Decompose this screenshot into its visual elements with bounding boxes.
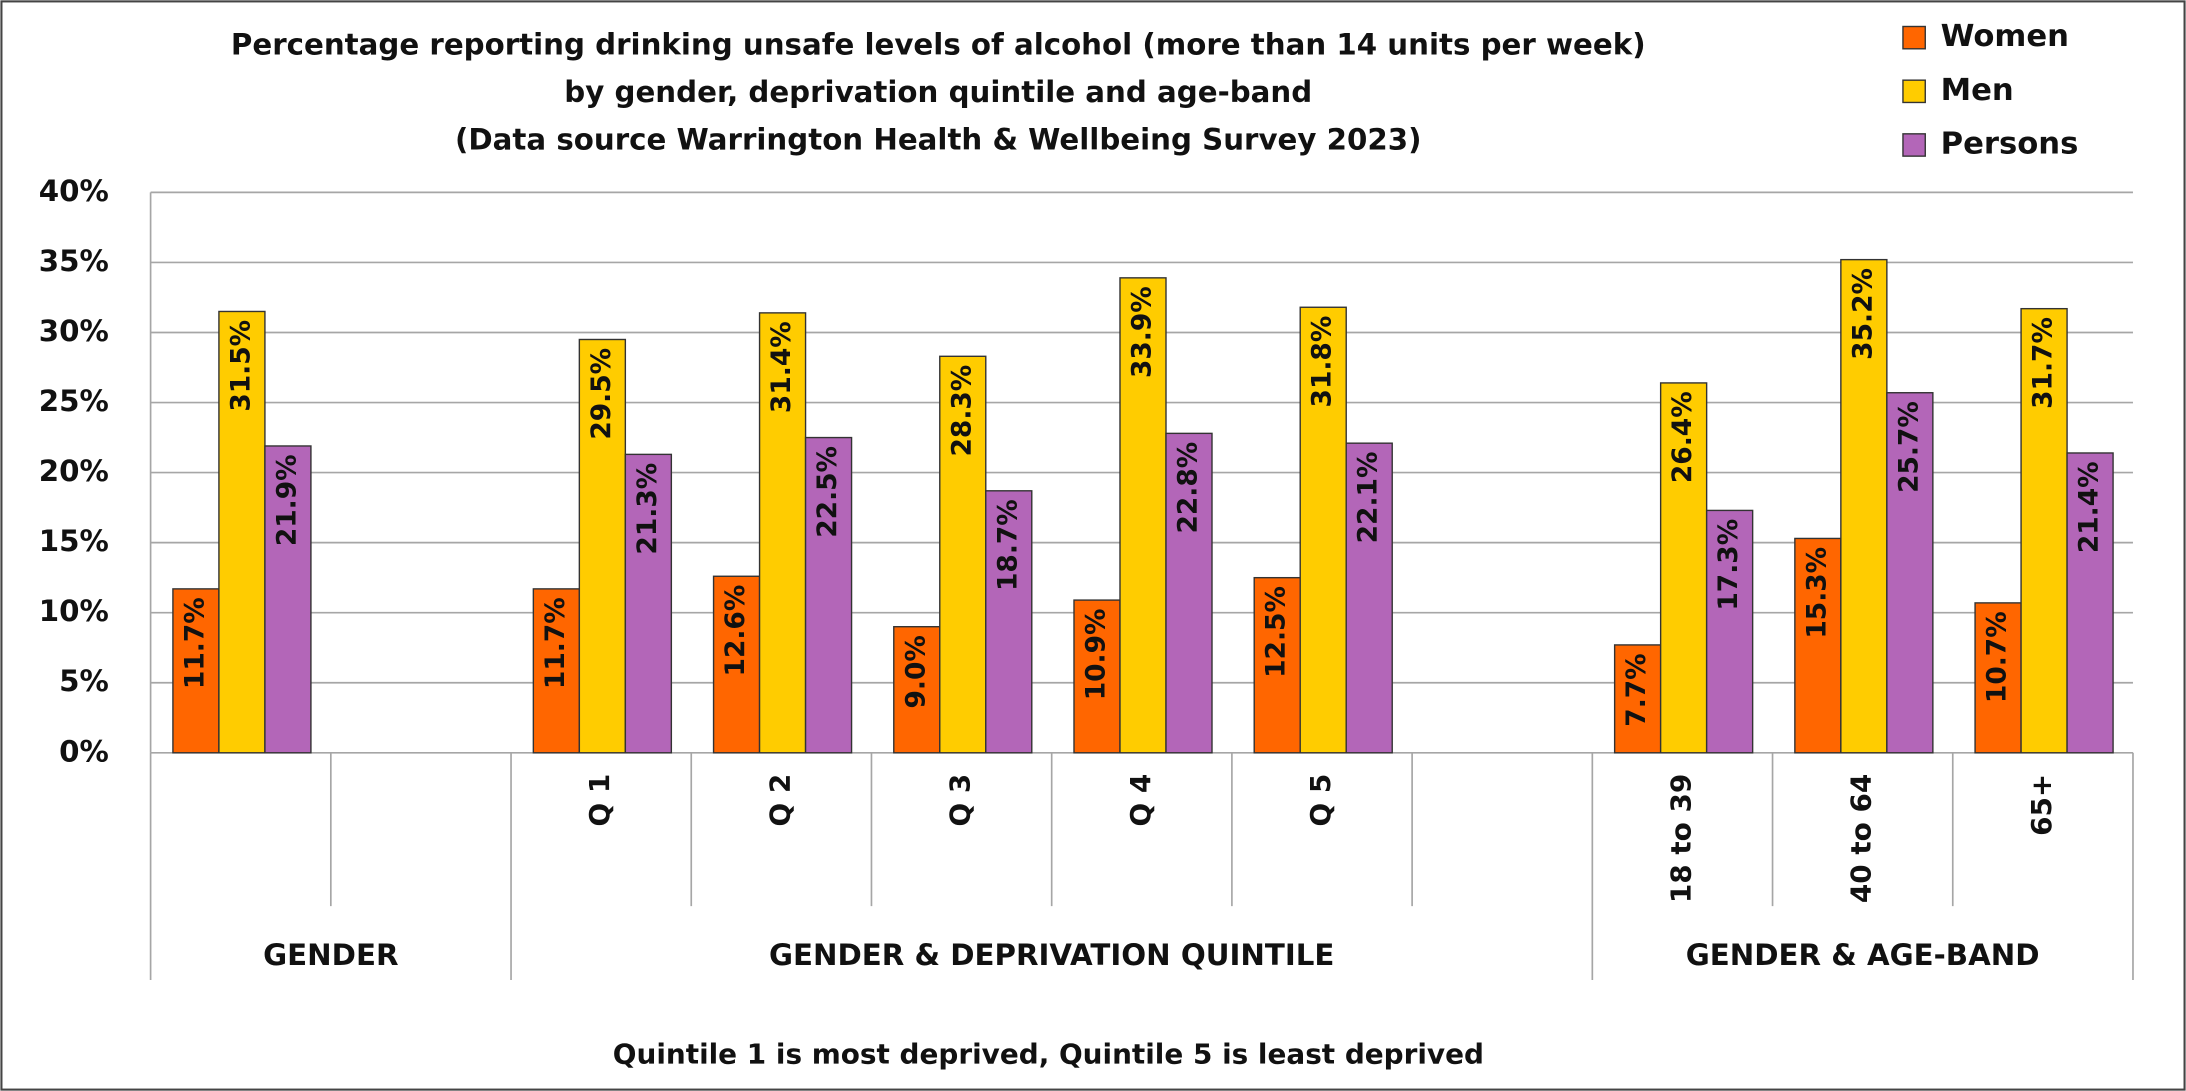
bar: [1073, 599, 1121, 754]
group-label: GENDER & AGE-BAND: [1686, 938, 2040, 972]
x-tick-label: Q 1: [583, 774, 616, 827]
data-label: 22.5%: [812, 446, 843, 538]
y-tick-label: 35%: [39, 244, 109, 278]
x-tick-label: Q 4: [1124, 774, 1157, 827]
data-label: 7.7%: [1621, 653, 1652, 726]
data-label: 9.0%: [900, 635, 931, 708]
legend-label: Persons: [1941, 126, 2079, 161]
data-label: 18.7%: [992, 499, 1023, 591]
data-label: 11.7%: [540, 597, 571, 689]
bar: [1299, 306, 1347, 754]
bar: [1840, 258, 1888, 754]
data-label: 15.3%: [1801, 547, 1832, 639]
y-tick-label: 5%: [59, 664, 109, 698]
bar: [893, 626, 941, 754]
data-label: 21.9%: [271, 454, 302, 546]
legend-label: Women: [1941, 19, 2069, 54]
legend-swatch: [1902, 25, 1926, 50]
data-label: 10.7%: [1982, 611, 2013, 703]
x-tick-label: 65+: [2025, 774, 2058, 836]
x-tick-label: 40 to 64: [1845, 774, 1878, 903]
x-tick-label: Q 5: [1304, 774, 1337, 827]
y-tick-label: 25%: [39, 384, 109, 418]
bar: [1345, 442, 1393, 754]
bar: [712, 575, 761, 754]
y-tick-label: 20%: [39, 454, 109, 488]
data-label: 28.3%: [946, 365, 977, 457]
data-label: 29.5%: [586, 348, 617, 440]
bar: [985, 490, 1033, 754]
y-tick-label: 30%: [39, 314, 109, 348]
data-label: 22.8%: [1173, 442, 1204, 534]
data-label: 17.3%: [1713, 519, 1744, 611]
group-label: GENDER & DEPRIVATION QUINTILE: [769, 938, 1334, 972]
bar: [624, 453, 673, 754]
data-label: 21.3%: [632, 463, 663, 555]
bar: [172, 588, 220, 754]
y-tick-label: 40%: [39, 174, 109, 208]
data-label: 25.7%: [1893, 401, 1924, 493]
data-label: 26.4%: [1667, 391, 1698, 483]
x-tick-label: Q 3: [944, 774, 977, 827]
y-tick-label: 0%: [59, 734, 109, 768]
data-label: 12.6%: [720, 585, 751, 677]
bar: [758, 312, 807, 754]
bar: [2066, 452, 2114, 754]
bar: [2020, 307, 2068, 754]
bar: [1253, 576, 1301, 754]
bar: [1613, 644, 1662, 754]
legend-swatch: [1902, 79, 1926, 104]
x-tick-label: 18 to 39: [1664, 774, 1697, 903]
legend-label: Men: [1941, 73, 2014, 108]
x-tick-label: Q 2: [763, 774, 796, 827]
bar: [939, 355, 987, 754]
y-tick-label: 15%: [39, 524, 109, 558]
data-label: 33.9%: [1126, 286, 1157, 378]
bar: [1886, 392, 1934, 754]
data-label: 31.7%: [2028, 317, 2059, 409]
data-label: 21.4%: [2074, 461, 2105, 553]
bar: [218, 310, 266, 754]
chart-title: Percentage reporting drinking unsafe lev…: [231, 28, 1646, 62]
bar: [1974, 602, 2022, 754]
data-label: 31.5%: [225, 320, 256, 412]
data-label: 10.9%: [1080, 608, 1111, 700]
data-label: 31.8%: [1307, 316, 1338, 408]
data-label: 12.5%: [1261, 586, 1292, 678]
bar: [1119, 277, 1167, 754]
legend-swatch: [1902, 133, 1926, 157]
bar: [532, 588, 581, 754]
bar: [264, 445, 312, 754]
bar: [804, 436, 853, 754]
bar: [1705, 509, 1754, 754]
group-label: GENDER: [263, 938, 398, 972]
data-label: 31.4%: [766, 321, 797, 413]
data-label: 11.7%: [179, 597, 210, 689]
y-tick-label: 10%: [39, 594, 109, 628]
chart-title: by gender, deprivation quintile and age-…: [564, 75, 1312, 109]
footnote: Quintile 1 is most deprived, Quintile 5 …: [613, 1037, 1484, 1070]
bar: [578, 338, 627, 754]
chart-title: (Data source Warrington Health & Wellbei…: [455, 122, 1421, 156]
bar: [1165, 432, 1213, 754]
data-label: 22.1%: [1353, 452, 1384, 544]
data-label: 35.2%: [1847, 268, 1878, 360]
